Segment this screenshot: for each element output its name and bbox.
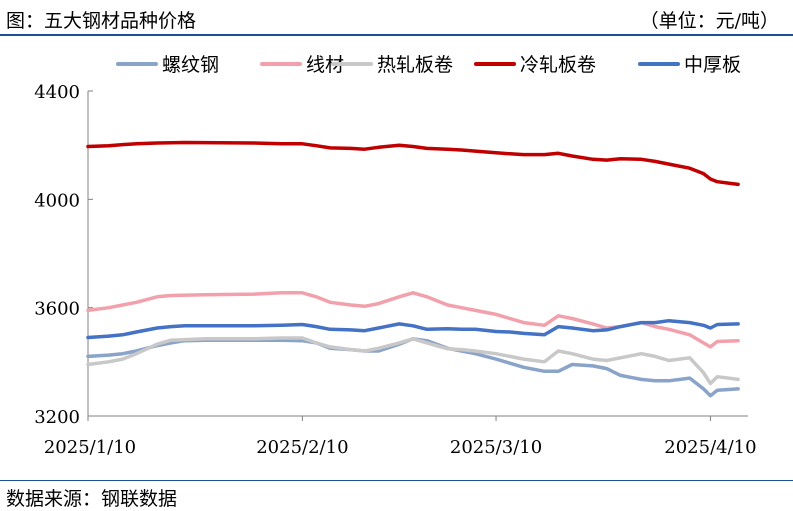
y-tick-label-0: 3200	[34, 407, 80, 428]
x-tick-label-1: 2025/2/10	[256, 437, 348, 458]
chart-title: 图：五大钢材品种价格	[6, 10, 197, 32]
header-bar: 图：五大钢材品种价格 （单位：元/吨）	[0, 0, 793, 36]
x-tick-label-0: 2025/1/10	[44, 437, 136, 458]
legend-label-2: 热轧板卷	[377, 54, 453, 76]
series-line-4	[86, 318, 740, 340]
x-tick-label-2: 2025/3/10	[450, 437, 542, 458]
series-line-0	[86, 337, 740, 398]
y-tick-label-3: 4400	[34, 82, 80, 103]
y-tick-label-1: 3600	[34, 299, 80, 320]
legend-label-3: 冷轧板卷	[520, 54, 596, 76]
series-line-2	[86, 336, 740, 386]
footer-divider	[0, 480, 793, 481]
y-tick-label-2: 4000	[34, 190, 80, 211]
unit-label: （单位：元/吨）	[639, 10, 779, 32]
x-tick-label-3: 2025/4/10	[664, 437, 756, 458]
legend-label-0: 螺纹钢	[162, 54, 219, 76]
legend-label-1: 线材	[306, 54, 344, 76]
legend-label-4: 中厚板	[684, 54, 741, 76]
source-label: 数据来源：钢联数据	[6, 488, 178, 510]
line-chart: 3200 3600 4000 4400 2025/1/10 2025/2/10 2025/3…	[34, 54, 756, 458]
series-line-3	[86, 140, 740, 187]
series-line-1	[86, 291, 740, 349]
